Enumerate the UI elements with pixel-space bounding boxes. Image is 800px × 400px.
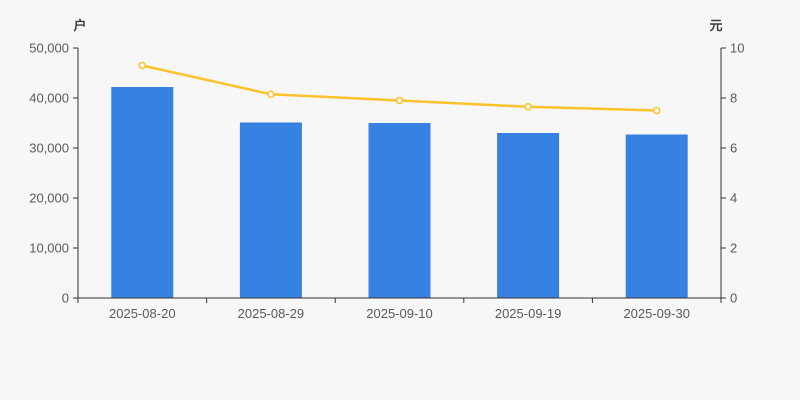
x-axis-category-label: 2025-08-20 [109,306,176,321]
left-axis-unit-label: 户 [73,18,86,33]
x-axis-category-label: 2025-09-30 [623,306,690,321]
y-axis-left-tick-label: 10,000 [29,241,69,256]
x-axis-category-label: 2025-09-10 [366,306,433,321]
y-axis-right-tick-label: 4 [730,191,737,206]
y-axis-right-tick-label: 8 [730,91,737,106]
y-axis-right-tick-label: 2 [730,241,737,256]
y-axis-left-tick-label: 30,000 [29,141,69,156]
line-marker [652,106,661,115]
y-axis-left-tick-label: 0 [62,291,69,306]
bar [497,133,560,298]
y-axis-left-tick-label: 40,000 [29,91,69,106]
bar [625,134,688,298]
y-axis-right-tick-label: 10 [730,41,744,56]
line-marker [524,102,532,111]
x-axis-category-label: 2025-08-29 [238,306,305,321]
bar [111,87,174,298]
line-marker [267,90,275,99]
y-axis-right-tick-label: 6 [730,141,737,156]
y-axis-right-tick-label: 0 [730,291,737,306]
bar [239,122,302,298]
bar [368,123,431,298]
line-marker [138,61,147,70]
y-axis-left-tick-label: 20,000 [29,191,69,206]
line-marker [395,96,404,105]
right-axis-unit-label: 元 [709,18,722,33]
x-axis-category-label: 2025-09-19 [495,306,562,321]
y-axis-left-tick-label: 50,000 [29,41,69,56]
